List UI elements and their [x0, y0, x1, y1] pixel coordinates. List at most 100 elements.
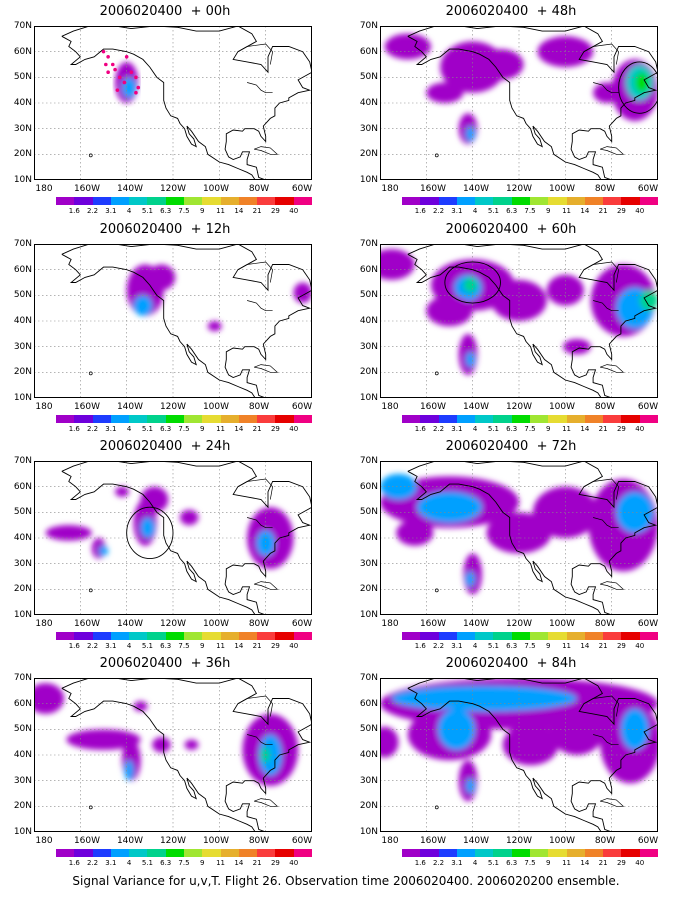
colorbar-swatch	[110, 849, 130, 857]
latitude-label: 60N	[359, 698, 378, 709]
variance-blob	[179, 509, 199, 526]
colorbar-swatch	[475, 197, 494, 205]
longitude-label: 100W	[202, 619, 230, 629]
map-panel: 2006020400 + 72h 70N 60N 50N 40N 30N 20N 10N 180…	[346, 439, 676, 652]
colorbar-label: 2.2	[432, 859, 445, 867]
latitude-label: 30N	[359, 123, 378, 134]
colorbar-label: 7.5	[178, 425, 190, 433]
latitude-label: 30N	[359, 341, 378, 352]
colorbar-swatch	[110, 197, 130, 205]
colorbar-swatch	[56, 632, 75, 640]
colorbar-swatch	[420, 849, 439, 857]
colorbar-label: 6.3	[506, 859, 518, 867]
colorbar-labels: 1.6 2.2 3.1 4 5.1 6.3 7.5 9 11 14 21 29 40	[402, 859, 658, 869]
longitude-label: 80W	[594, 836, 616, 846]
colorbar-swatch	[420, 415, 439, 423]
latitude-label: 50N	[359, 507, 378, 518]
colorbar-label: 5.1	[487, 425, 499, 433]
longitude-label: 120W	[505, 619, 533, 629]
colorbar-swatch	[202, 632, 221, 640]
variance-blob	[35, 683, 65, 714]
colorbar-label: 7.5	[178, 859, 190, 867]
island-outline	[434, 371, 439, 376]
colorbar-swatch	[402, 415, 421, 423]
colorbar-swatch	[548, 849, 567, 857]
variance-blob	[426, 82, 464, 103]
variance-blob	[133, 295, 153, 316]
map-area	[380, 678, 658, 832]
variance-blob	[122, 77, 136, 98]
observation-dot	[134, 75, 138, 80]
colorbar-label: 3.1	[451, 859, 463, 867]
observation-dot	[136, 85, 141, 90]
panel-title: 2006020400 + 72h	[445, 439, 577, 454]
colorbar-swatch	[202, 849, 221, 857]
observation-dot	[124, 55, 129, 59]
colorbar-swatch	[147, 197, 166, 205]
variance-blob	[381, 249, 415, 280]
colorbar-label: 3.1	[105, 207, 117, 215]
variance-blob	[98, 545, 109, 556]
latitude-label: 70N	[13, 673, 32, 683]
map-area	[34, 26, 312, 180]
colorbar-label: 4	[126, 642, 132, 650]
latitude-label: 10N	[359, 827, 378, 837]
colorbar-swatch	[584, 632, 604, 640]
latitude-label: 20N	[13, 584, 32, 595]
coastline	[284, 27, 311, 52]
colorbar-label: 21	[598, 425, 608, 433]
latitude-label: 40N	[13, 316, 32, 326]
colorbar-swatch	[56, 197, 75, 205]
colorbar-swatch	[621, 197, 640, 205]
colorbar-label: 2.2	[86, 859, 99, 867]
colorbar-label: 11	[562, 859, 572, 867]
colorbar-swatch	[275, 415, 294, 423]
colorbar-swatch	[475, 849, 494, 857]
colorbar-label: 29	[616, 425, 626, 433]
latitude-label: 30N	[359, 775, 378, 786]
variance-blob	[426, 295, 473, 327]
colorbar-swatch	[548, 197, 567, 205]
longitude-label: 140W	[462, 184, 490, 194]
colorbar-label: 14	[580, 425, 590, 433]
longitude-label: 120W	[159, 619, 187, 629]
variance-blob	[256, 530, 275, 556]
longitude-label: 60W	[637, 836, 659, 846]
variance-blob	[184, 739, 199, 750]
colorbar-swatch	[238, 415, 258, 423]
colorbar-label: 14	[580, 207, 590, 215]
colorbar-labels: 1.6 2.2 3.1 4 5.1 6.3 7.5 9 11 14 21 29 40	[402, 642, 658, 652]
colorbar-labels: 1.6 2.2 3.1 4 5.1 6.3 7.5 9 11 14 21 29 40	[56, 859, 312, 869]
colorbar-swatch	[566, 632, 585, 640]
variance-blob	[486, 512, 552, 554]
lake-outline	[247, 517, 273, 529]
colorbar-labels: 1.6 2.2 3.1 4 5.1 6.3 7.5 9 11 14 21 29 40	[402, 207, 658, 217]
colorbar-swatch	[566, 197, 585, 205]
colorbar-label: 9	[200, 207, 205, 215]
colorbar-swatch	[238, 849, 258, 857]
variance-blob	[477, 49, 524, 80]
colorbar-swatch	[257, 415, 276, 423]
colorbar-swatch	[511, 632, 530, 640]
coastline	[237, 695, 273, 717]
colorbar-swatch	[56, 849, 75, 857]
colorbar-label: 14	[234, 642, 244, 650]
latitude-label: 50N	[13, 290, 32, 301]
island-outline	[88, 805, 93, 810]
panel-title: 2006020400 + 36h	[99, 656, 231, 671]
colorbar-labels: 1.6 2.2 3.1 4 5.1 6.3 7.5 9 11 14 21 29 40	[56, 642, 312, 652]
colorbar-label: 21	[252, 425, 262, 433]
latitude-label: 10N	[359, 393, 378, 403]
colorbar-label: 6.3	[160, 425, 172, 433]
colorbar-swatch	[183, 632, 203, 640]
colorbar-label: 29	[270, 425, 280, 433]
colorbar-label: 14	[234, 859, 244, 867]
colorbar-label: 5.1	[141, 642, 153, 650]
colorbar-swatch	[92, 632, 111, 640]
longitude-label: 140W	[116, 836, 144, 846]
latitude-label: 10N	[13, 827, 32, 837]
latitude-label: 20N	[359, 149, 378, 160]
longitude-label: 100W	[548, 619, 576, 629]
longitude-label: 180	[381, 836, 399, 846]
island-outline	[88, 153, 93, 158]
